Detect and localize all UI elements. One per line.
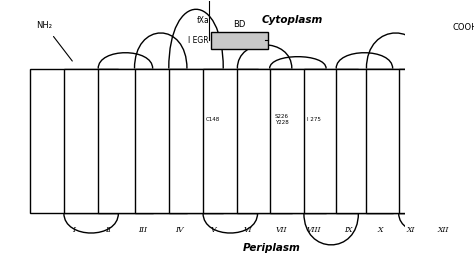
Bar: [169, 69, 257, 213]
Text: I EGR: I EGR: [189, 36, 209, 45]
Text: C148: C148: [206, 117, 220, 122]
Bar: [29, 69, 118, 213]
Bar: [366, 69, 455, 213]
Text: NH₂: NH₂: [36, 21, 52, 30]
Bar: [336, 69, 425, 213]
Bar: [304, 69, 392, 213]
Text: fXa: fXa: [197, 16, 210, 25]
Text: II: II: [105, 226, 111, 234]
Text: V: V: [210, 226, 216, 234]
Text: I: I: [73, 226, 75, 234]
Bar: [211, 32, 268, 49]
Text: I 275: I 275: [307, 117, 321, 122]
Text: XI: XI: [407, 226, 415, 234]
Text: IX: IX: [344, 226, 353, 234]
Text: S226
Y228: S226 Y228: [275, 114, 289, 125]
Text: Cytoplasm: Cytoplasm: [261, 15, 322, 25]
Bar: [64, 69, 153, 213]
Bar: [203, 69, 292, 213]
Bar: [237, 69, 326, 213]
Bar: [270, 69, 358, 213]
Text: VI: VI: [243, 226, 252, 234]
Text: III: III: [138, 226, 147, 234]
Text: IV: IV: [174, 226, 183, 234]
Text: VII: VII: [276, 226, 287, 234]
Bar: [98, 69, 187, 213]
Text: X: X: [378, 226, 383, 234]
Bar: [399, 69, 474, 213]
Text: XII: XII: [438, 226, 449, 234]
Text: BD: BD: [233, 20, 246, 29]
Text: VIII: VIII: [307, 226, 321, 234]
Text: COOH: COOH: [453, 23, 474, 32]
Bar: [135, 69, 223, 213]
Text: Periplasm: Periplasm: [243, 243, 301, 252]
